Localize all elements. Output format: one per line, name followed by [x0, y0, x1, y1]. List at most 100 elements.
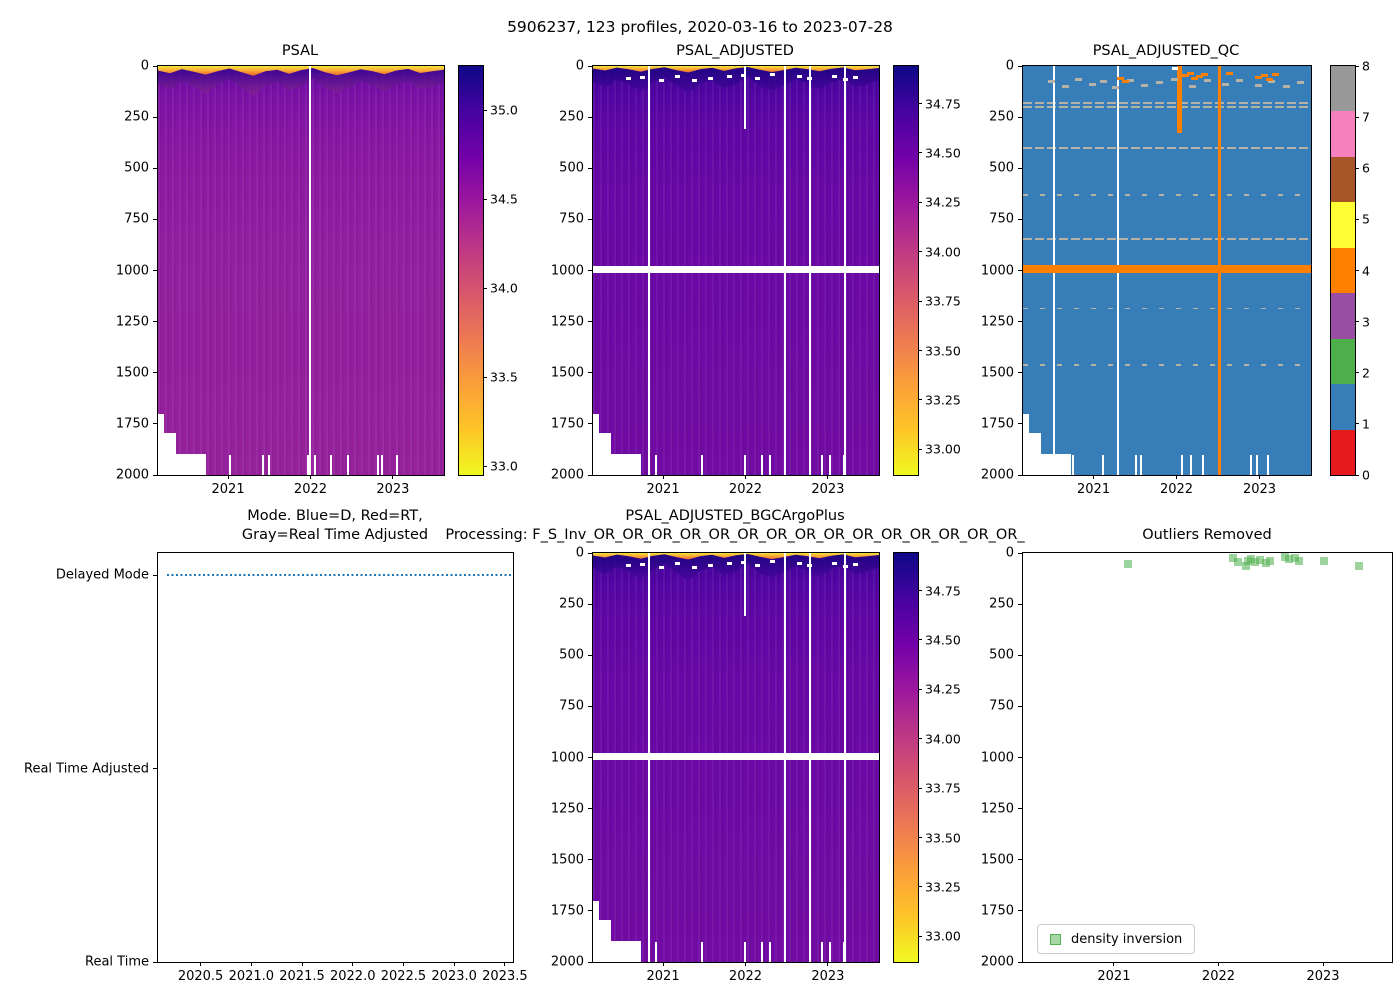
flag-speckle — [1186, 71, 1194, 75]
colorbar-tick-label: 2 — [1362, 365, 1370, 381]
y-tick-label: 1250 — [115, 314, 149, 330]
qc-gray-line — [1023, 147, 1311, 149]
x-tick-mark — [301, 962, 303, 966]
qc-gray-line — [1023, 194, 1311, 196]
flag-speckle — [1255, 83, 1263, 87]
colorbar-tick-label: 34.50 — [925, 632, 961, 648]
colorbar-tick-mark — [1355, 218, 1359, 220]
x-tick-mark — [392, 475, 394, 479]
y-tick-mark — [1018, 321, 1022, 323]
x-tick-mark — [662, 962, 664, 966]
colorbar-tick-mark — [1355, 116, 1359, 118]
colorbar-tick-mark — [918, 399, 922, 401]
flagged-depth-band — [1023, 265, 1311, 274]
x-tick-mark — [504, 962, 506, 966]
flag-speckle — [852, 563, 858, 567]
y-tick-mark — [1018, 961, 1022, 963]
x-tick-label: 2021 — [1097, 969, 1131, 984]
y-tick-label: 500 — [124, 160, 149, 176]
outlier-point — [1320, 556, 1329, 565]
outlier-point — [1261, 559, 1270, 568]
flag-speckle — [796, 561, 802, 565]
deep-data-gap — [769, 454, 772, 475]
flag-speckle — [852, 76, 858, 80]
psal-heatmap: 2021 2022 2023 0 250 500 750 1000 1250 1500 1750 20… — [116, 59, 445, 497]
deep-data-gap — [654, 941, 657, 962]
y-tick-label: 1750 — [115, 416, 149, 432]
colorbar-tick-label: 34.75 — [925, 96, 961, 112]
y-tick-label: 250 — [559, 596, 584, 612]
deep-data-gap — [1202, 454, 1205, 475]
y-tick-label: 1500 — [980, 365, 1014, 381]
flag-speckle — [1282, 85, 1290, 89]
outlier-point — [1123, 560, 1132, 569]
x-tick-label: 2021 — [211, 482, 245, 497]
x-tick-label: 2022 — [1159, 482, 1194, 497]
colorbar-tick-mark — [918, 886, 922, 888]
missing-depth-band — [593, 266, 879, 273]
colorbar-tick-mark — [483, 109, 487, 111]
y-tick-label: 1500 — [115, 365, 149, 381]
y-tick-label: 1000 — [980, 750, 1014, 765]
deep-data-gap — [1256, 454, 1259, 475]
shallow-profile-whitespace — [176, 453, 206, 475]
outlier-point — [1290, 553, 1299, 562]
flag-speckle — [1296, 81, 1304, 85]
deep-data-gap — [743, 941, 746, 962]
density-inversion-legend: density inversion — [1037, 924, 1196, 954]
y-tick-label: 0 — [575, 58, 584, 74]
x-tick-mark — [827, 475, 829, 479]
psal-colorbar: 35.0 34.5 34.0 33.5 33.0 — [458, 65, 518, 476]
y-tick-mark — [588, 757, 592, 758]
y-tick-mark — [1018, 423, 1022, 425]
deep-data-gap — [743, 454, 746, 475]
qc-gray-line — [1023, 238, 1311, 240]
y-tick-mark — [1018, 808, 1022, 810]
y-tick-label: 2000 — [550, 467, 584, 483]
deep-data-gap — [1250, 454, 1253, 475]
y-tick-mark — [588, 961, 592, 963]
x-tick-label: 2023 — [376, 482, 410, 497]
deep-data-gap — [347, 454, 350, 475]
colorbar-tick-label: 33.75 — [925, 293, 961, 309]
y-tick-mark — [1018, 372, 1022, 374]
y-tick-mark — [153, 574, 157, 576]
y-tick-mark — [153, 321, 157, 323]
y-tick-mark — [1018, 474, 1022, 476]
flag-speckle — [1203, 79, 1211, 83]
bgc-colorbar: 34.75 34.50 34.25 34.00 33.75 33.50 33.25 33.00 — [893, 552, 961, 963]
y-tick-label: 1500 — [980, 852, 1014, 868]
flag-speckle — [1196, 74, 1204, 78]
x-tick-label: 2021.5 — [279, 969, 325, 984]
psal-adjusted-qc-canvas — [1023, 66, 1311, 475]
x-tick-mark — [827, 962, 829, 966]
deep-data-gap — [1139, 454, 1142, 475]
y-tick-label: 2000 — [550, 954, 584, 970]
x-tick-label: 2022 — [728, 482, 763, 497]
surface-fresh-layer — [158, 66, 444, 96]
y-tick-mark — [1018, 757, 1022, 758]
colorbar-tick-label: 35.0 — [490, 102, 518, 118]
flag-speckle — [755, 77, 761, 81]
flag-speckle — [708, 563, 714, 567]
colorbar-tick-mark — [918, 787, 922, 789]
density-inversion-label: density inversion — [1071, 931, 1183, 947]
y-tick-label: 250 — [559, 109, 584, 125]
outliers-plot: density inversion 2021 2022 2023 0 250 500 750… — [981, 546, 1393, 984]
y-tick-mark — [588, 910, 592, 912]
y-tick-label: 2000 — [980, 467, 1014, 483]
deep-data-gap — [760, 454, 763, 475]
x-tick-mark — [744, 962, 746, 966]
x-tick-label: 2023.5 — [482, 969, 528, 984]
flag-speckle — [1126, 78, 1134, 82]
x-tick-label: 2022 — [293, 482, 328, 497]
deep-data-gap — [654, 454, 657, 475]
x-tick-mark — [352, 962, 354, 966]
y-tick-mark — [1018, 65, 1022, 67]
y-tick-mark — [1018, 859, 1022, 861]
flag-speckle — [807, 77, 813, 81]
psal-adjusted-colorbar: 34.75 34.50 34.25 34.00 33.75 33.50 33.25 33.00 — [893, 65, 961, 476]
deep-data-gap — [307, 454, 309, 475]
deep-data-gap — [760, 941, 763, 962]
x-tick-label: 2023 — [1306, 969, 1340, 984]
